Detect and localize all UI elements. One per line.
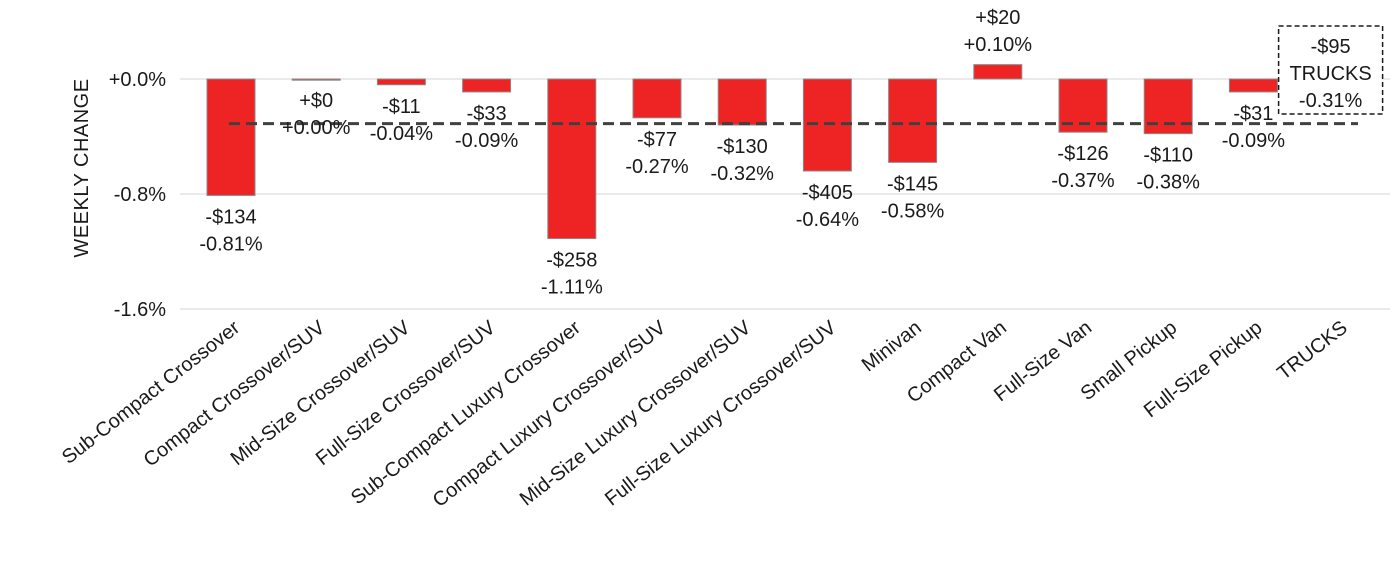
bar bbox=[547, 78, 597, 240]
data-label-dollar: -$126 bbox=[1057, 143, 1108, 165]
data-label-percent: -0.04% bbox=[370, 123, 434, 145]
bar bbox=[973, 64, 1023, 80]
y-tick-label: -1.6% bbox=[114, 299, 166, 321]
bar bbox=[717, 78, 767, 126]
data-label-dollar: +$0 bbox=[299, 90, 333, 112]
trucks-label-line: -0.31% bbox=[1299, 90, 1363, 112]
data-label-dollar: -$130 bbox=[717, 136, 768, 158]
bars bbox=[206, 64, 1278, 240]
bar bbox=[1143, 78, 1193, 135]
data-label-dollar: -$77 bbox=[637, 129, 677, 151]
trucks-reference: -$95 TRUCKS -0.31% bbox=[229, 25, 1384, 126]
bar bbox=[888, 78, 938, 163]
data-label-percent: -0.09% bbox=[455, 130, 519, 152]
data-label-percent: +0.00% bbox=[282, 117, 351, 139]
data-label-dollar: -$110 bbox=[1143, 145, 1193, 167]
data-label-percent: -0.32% bbox=[711, 163, 775, 185]
data-label-dollar: -$33 bbox=[467, 103, 507, 125]
bar bbox=[462, 78, 512, 93]
data-label-dollar: -$31 bbox=[1233, 103, 1273, 125]
data-label-percent: -0.38% bbox=[1137, 172, 1201, 194]
data-label-percent: -0.58% bbox=[881, 200, 945, 222]
y-axis-ticks: +0.0% -0.8% -1.6% bbox=[109, 69, 166, 321]
bar bbox=[291, 78, 341, 81]
data-label-percent: +0.10% bbox=[964, 34, 1033, 56]
x-category-label: TRUCKS bbox=[1273, 317, 1351, 385]
data-label-percent: -0.09% bbox=[1222, 130, 1286, 152]
bar bbox=[1228, 78, 1278, 93]
data-label-percent: -0.64% bbox=[796, 209, 860, 231]
x-category-label: Minivan bbox=[858, 317, 926, 377]
data-labels: -$134 -0.81% +$0 +0.00% -$11 -0.04% -$33 -0.09%… bbox=[199, 7, 1285, 299]
trucks-label-box bbox=[1277, 25, 1384, 115]
bar bbox=[632, 78, 682, 119]
bar bbox=[206, 78, 256, 196]
data-label-percent: -0.37% bbox=[1051, 170, 1115, 192]
trucks-label-line: TRUCKS bbox=[1289, 63, 1371, 85]
data-label-dollar: +$20 bbox=[975, 7, 1020, 29]
gridlines bbox=[180, 78, 1390, 310]
data-label-dollar: -$405 bbox=[802, 182, 853, 204]
bar bbox=[376, 78, 426, 86]
data-label-dollar: -$145 bbox=[887, 173, 938, 195]
data-label-percent: -1.11% bbox=[541, 277, 603, 299]
y-axis-label: WEEKLY CHANGE bbox=[71, 78, 93, 257]
data-label-percent: -0.81% bbox=[199, 233, 263, 255]
data-label-dollar: -$134 bbox=[205, 206, 256, 228]
data-label-dollar: -$11 bbox=[382, 96, 421, 118]
y-tick-label: +0.0% bbox=[109, 69, 166, 91]
trucks-label-line: -$95 bbox=[1311, 36, 1351, 58]
data-label-percent: -0.27% bbox=[625, 156, 689, 178]
y-tick-label: -0.8% bbox=[114, 184, 166, 206]
data-label-dollar: -$258 bbox=[546, 250, 597, 272]
